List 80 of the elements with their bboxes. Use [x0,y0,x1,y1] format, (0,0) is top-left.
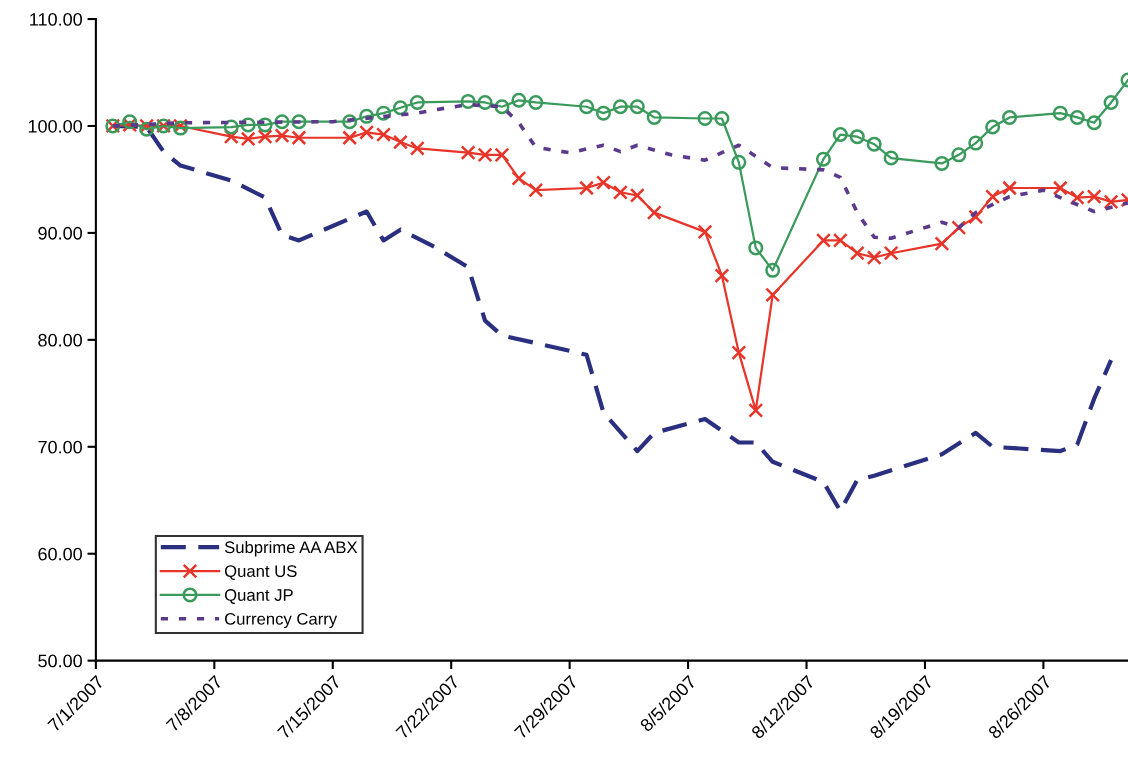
point [748,240,764,256]
point [985,189,1001,205]
point [765,262,781,278]
point [477,94,493,110]
point [629,187,645,203]
point [1002,109,1018,125]
point [240,131,256,147]
point [697,111,713,126]
legend-label: Subprime AA ABX [224,540,358,557]
point [1002,180,1018,196]
point [1069,109,1085,125]
point [579,99,595,115]
point [1103,94,1119,110]
point [409,140,425,156]
point [1052,180,1068,196]
point [934,236,950,252]
point [240,117,256,133]
point [985,119,1001,135]
point [392,100,408,116]
point [646,205,662,221]
point [968,135,984,151]
point [866,250,882,266]
point [392,134,408,150]
point [460,93,476,109]
point [815,151,831,167]
point [359,124,375,140]
point [1086,189,1102,205]
point [409,94,425,110]
point [934,155,950,171]
point [528,94,544,110]
point [714,268,730,284]
point [342,130,358,146]
legend-label: Quant JP [224,589,293,604]
point [968,209,984,225]
point [612,184,628,200]
point [866,136,882,152]
point [697,224,713,240]
y-tick-label: 110.00 [30,12,82,26]
y-tick-label: 70.00 [38,440,82,454]
point [223,119,239,135]
point [832,127,848,143]
point [629,99,645,115]
y-tick-label: 100.00 [28,119,82,133]
point [376,127,392,143]
point [595,175,611,191]
point [849,129,865,145]
y-tick-label: 60.00 [38,547,82,561]
legend-label: Quant US [224,565,297,581]
point [274,128,290,144]
point [765,287,781,303]
y-tick-label: 80.00 [38,333,82,347]
point [612,99,628,115]
point [1052,105,1068,121]
point [460,145,476,161]
point [731,345,747,361]
point [883,150,899,166]
point [342,114,358,130]
point [1103,194,1119,210]
point [883,245,899,261]
point [731,154,747,170]
point [714,111,730,126]
point [359,108,375,124]
point [511,170,527,186]
point [274,114,290,130]
point [291,130,307,146]
point [849,245,865,261]
point [494,99,510,115]
y-tick-label: 50.00 [38,654,82,668]
point [595,105,611,121]
point [511,92,527,108]
point [951,147,967,163]
legend-label: Currency Carry [225,612,338,629]
point [646,109,662,125]
point [748,402,764,418]
point [1069,190,1085,206]
point [291,114,307,130]
point [579,180,595,196]
point [1086,115,1102,131]
y-tick-label: 90.00 [38,226,82,240]
point [528,182,544,198]
